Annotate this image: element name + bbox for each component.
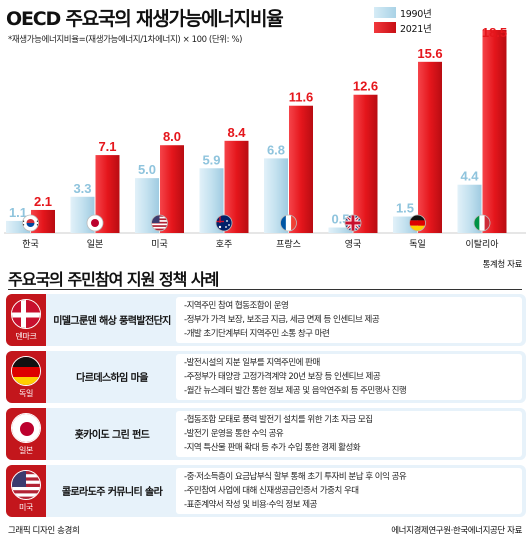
policy-flag-panel: 일본: [6, 408, 46, 460]
policy-country: 미국: [19, 503, 33, 512]
policy-detail: -발전시설의 지분 일부를 지역주민에 판매: [184, 358, 320, 368]
policy-detail: -개발 초기단계부터 지역주민 소통 창구 마련: [184, 329, 330, 339]
usa-flag-icon: [151, 214, 168, 232]
policy-details: -중·저소득층이 요금납부식 할부 통해 초기 투자비 분납 후 이익 공유 -…: [176, 468, 522, 514]
data-label-2021: 18.5: [482, 25, 507, 40]
policy-card: 덴마크 미델그룬덴 해상 풍력발전단지 -지역주민 참여 협동조합이 운영 -정…: [6, 294, 526, 346]
chart-subtitle: *재생가능에너지비율=(재생가능에너지/1차에너지) × 100 (단위: %): [8, 35, 243, 45]
germany-flag-icon: [11, 356, 41, 386]
policy-flag-panel: 덴마크: [6, 294, 46, 346]
data-label-2021: 2.1: [34, 194, 52, 209]
policy-card: 미국 콜로라도주 커뮤니티 솔라 -중·저소득층이 요금납부식 할부 통해 초기…: [6, 465, 526, 517]
bar-2021: [289, 105, 313, 233]
policy-detail: -정부가 가격 보장, 보조금 지급, 세금 면제 등 인센티브 제공: [184, 315, 380, 325]
section-divider: [8, 289, 522, 290]
graphic-credit: 그래픽 디자인 송경희: [8, 526, 80, 536]
policy-name: 다르데스하임 마을: [76, 373, 148, 384]
legend-label-1990: 1990년: [400, 8, 432, 20]
usa-flag-icon: [11, 470, 41, 500]
policy-detail: -중·저소득층이 요금납부식 할부 통해 초기 투자비 분납 후 이익 공유: [184, 472, 407, 482]
policy-name: 미델그룬덴 해상 풍력발전단지: [53, 316, 171, 327]
data-label-1990: 3.3: [73, 181, 91, 196]
bar-chart: 1.1 2.1 한국 3.3 7.1 일본 5.0 8.0 미국 5.9 8.4 호주 6.8 11.6 프…: [4, 25, 526, 250]
japan-flag-icon: [86, 214, 104, 232]
policy-detail: -협동조합 모태로 풍력 발전기 설치를 위한 기초 자금 모집: [184, 415, 373, 425]
category-label: 미국: [151, 239, 168, 250]
australia-flag-icon: [215, 214, 233, 232]
policy-detail: -표준계약서 작성 및 비용·수익 정보 제공: [184, 500, 317, 510]
policy-name: 콜로라도주 커뮤니티 솔라: [61, 487, 163, 498]
policy-detail: -월간 뉴스레터 발간 통한 정보 제공 및 음악연주회 등 주민행사 진행: [184, 386, 407, 396]
data-label-1990: 6.8: [267, 142, 285, 157]
category-label: 프랑스: [276, 238, 301, 250]
policy-detail: -주민참여 사업에 대해 신재생공급인증서 가중치 우대: [184, 486, 359, 496]
data-label-2021: 12.6: [353, 79, 378, 94]
legend-swatch-2021: [374, 22, 396, 33]
data-label-1990: 5.9: [202, 152, 220, 167]
policy-country: 덴마크: [15, 332, 37, 341]
category-label: 한국: [22, 239, 39, 250]
bar-2021: [482, 30, 507, 233]
policy-detail: -지역 특산물 판매 확대 등 추가 수입 통한 경제 활성화: [184, 443, 361, 453]
bar-1990: [328, 227, 353, 233]
policy-details: -발전시설의 지분 일부를 지역주민에 판매 -주정부가 태양광 고정가격계약 …: [176, 354, 522, 400]
policy-country: 독일: [19, 389, 33, 398]
italy-flag-icon: [473, 214, 491, 232]
uk-flag-icon: [344, 214, 362, 232]
policy-section-title: 주요국의 주민참여 지원 정책 사례: [8, 270, 219, 289]
policy-flag-panel: 독일: [6, 351, 46, 403]
data-label-1990: 1.5: [396, 201, 414, 216]
data-label-1990: 4.4: [460, 169, 479, 184]
policy-card: 일본 홋카이도 그린 펀드 -협동조합 모태로 풍력 발전기 설치를 위한 기초…: [6, 408, 526, 460]
category-label: 호주: [216, 239, 233, 250]
chart-title: OECD 주요국의 재생가능에너지비율: [6, 8, 284, 30]
germany-flag-icon: [409, 214, 426, 232]
policy-card: 독일 다르데스하임 마을 -발전시설의 지분 일부를 지역주민에 판매 -주정부…: [6, 351, 526, 403]
policy-source: 에너지경제연구원·한국에너지공단 자료: [391, 526, 522, 536]
japan-flag-icon: [11, 413, 41, 443]
legend-label-2021: 2021년: [400, 23, 432, 35]
data-label-2021: 15.6: [417, 46, 442, 61]
chart-source: 통계청 자료: [482, 260, 523, 270]
data-label-1990: 1.1: [9, 205, 27, 220]
chart-legend: 1990년 2021년: [374, 6, 432, 36]
bar-2021: [353, 94, 378, 233]
legend-item-1990: 1990년: [374, 6, 432, 20]
policy-country: 일본: [19, 446, 33, 455]
data-label-2021: 7.1: [98, 139, 116, 154]
policy-flag-panel: 미국: [6, 465, 46, 517]
policy-detail: -주정부가 태양광 고정가격계약 20년 보장 등 인센티브 제공: [184, 372, 381, 382]
policy-name: 홋카이도 그린 펀드: [74, 430, 150, 441]
category-label: 일본: [87, 239, 104, 250]
policy-details: -협동조합 모태로 풍력 발전기 설치를 위한 기초 자금 모집 -발전기 운영…: [176, 411, 522, 457]
category-label: 독일: [409, 239, 426, 250]
france-flag-icon: [280, 214, 297, 232]
policy-detail: -지역주민 참여 협동조합이 운영: [184, 301, 289, 311]
category-label: 이탈리아: [465, 239, 499, 250]
data-label-2021: 11.6: [289, 90, 314, 105]
legend-item-2021: 2021년: [374, 21, 432, 35]
category-label: 영국: [345, 239, 362, 250]
policy-detail: -발전기 운영을 통한 수익 공유: [184, 429, 284, 439]
policy-details: -지역주민 참여 협동조합이 운영 -정부가 가격 보장, 보조금 지급, 세금…: [176, 297, 522, 343]
bar-2021: [418, 61, 442, 233]
korea-flag-icon: [22, 214, 39, 232]
data-label-2021: 8.0: [163, 129, 181, 144]
denmark-flag-icon: [11, 299, 41, 329]
data-label-1990: 5.0: [138, 162, 156, 177]
data-label-2021: 8.4: [227, 125, 246, 140]
legend-swatch-1990: [374, 7, 396, 18]
